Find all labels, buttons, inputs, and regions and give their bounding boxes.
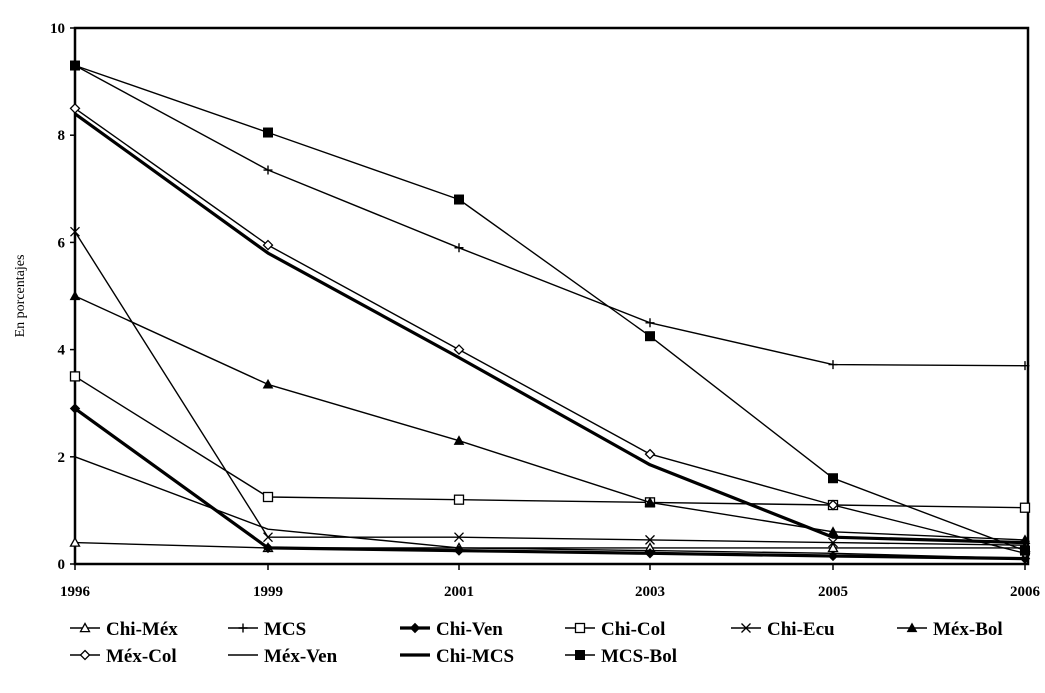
x-tick-label: 2001 (444, 584, 474, 600)
y-tick-label: 6 (58, 235, 66, 251)
data-point-m-x-col (453, 344, 465, 356)
series-line-chi-m-x (74, 541, 1025, 549)
legend-marker (79, 622, 91, 633)
series-m-x-col (69, 102, 1031, 559)
data-point-chi-ecu (828, 537, 838, 548)
data-point-m-x-col (262, 239, 274, 251)
legend-item-mcs: MCS (228, 619, 306, 640)
legend-label: Chi-Ven (436, 619, 503, 640)
legend-marker (409, 622, 421, 634)
data-point-chi-ecu (454, 532, 464, 543)
plot-border (73, 26, 1030, 566)
legend-item-m-x-bol: Méx-Bol (897, 619, 1003, 640)
x-axis: 1996 1999 2001 2003 2005 2006 (60, 564, 1041, 600)
data-point-chi-ecu (263, 532, 273, 543)
x-tick-label: 2005 (818, 584, 848, 600)
y-tick-label: 2 (58, 450, 66, 466)
legend-marker (79, 649, 91, 661)
data-point-m-x-bol (69, 290, 81, 301)
data-point-m-x-bol (644, 496, 656, 507)
data-point-mcs-bol (1020, 545, 1030, 556)
legend-label: Méx-Bol (933, 619, 1003, 640)
legend-label: MCS-Bol (601, 646, 677, 667)
series-line-m-x-col (74, 107, 1026, 554)
y-axis: 0 2 4 6 8 10 En porcentajes (13, 21, 75, 573)
y-tick-label: 0 (58, 557, 66, 573)
series-line-chi-col (74, 375, 1026, 509)
series-mcs-bol (70, 60, 1030, 556)
legend-item-chi-mcs: Chi-MCS (400, 646, 514, 667)
data-point-m-x-bol (453, 435, 465, 445)
data-point-m-x-col (644, 448, 656, 460)
x-tick-label: 2003 (635, 584, 665, 600)
legend-item-chi-ecu: Chi-Ecu (731, 619, 835, 640)
series-line-chi-mcs (74, 112, 1026, 545)
x-tick-label: 1999 (253, 584, 283, 600)
data-point-mcs (1020, 361, 1030, 371)
plot-area (73, 26, 1030, 566)
data-point-mcs-bol (828, 473, 838, 484)
legend-item-chi-ven: Chi-Ven (400, 619, 503, 640)
data-point-m-x-col (827, 499, 839, 511)
legend: Chi-Méx MCS Chi-Ven Chi-Col Chi-Ecu Méx-Bol Mé… (70, 619, 1003, 667)
data-point-chi-ven (69, 403, 81, 414)
y-axis-title: En porcentajes (13, 255, 28, 338)
data-point-chi-col (69, 371, 81, 382)
data-point-chi-col (262, 491, 274, 503)
series-line-mcs-bol (74, 64, 1026, 552)
series-m-x-bol (69, 290, 1031, 544)
data-point-chi-col (453, 494, 465, 505)
legend-label: Chi-MCS (436, 646, 514, 667)
series-line-chi-ecu (74, 231, 1026, 546)
legend-label: Chi-Ecu (767, 619, 835, 640)
x-tick-label: 2006 (1010, 584, 1041, 600)
legend-item-chi-col: Chi-Col (565, 619, 665, 640)
series-line-mcs (74, 64, 1026, 367)
legend-label: Méx-Col (106, 646, 177, 667)
data-point-m-x-bol (262, 378, 274, 389)
data-point-mcs (263, 165, 273, 175)
y-tick-label: 4 (58, 343, 66, 359)
legend-item-chi-m-x: Chi-Méx (70, 619, 178, 640)
legend-item-m-x-col: Méx-Col (70, 646, 177, 667)
legend-label: Chi-Méx (106, 619, 178, 640)
series-line-m-x-ven (74, 456, 1026, 560)
y-tick-label: 8 (58, 128, 66, 144)
legend-label: MCS (264, 619, 306, 640)
data-point-mcs-bol (70, 60, 80, 71)
legend-marker (575, 650, 585, 660)
data-point-chi-ven (262, 542, 274, 554)
data-point-m-x-bol (827, 526, 839, 536)
legend-marker (238, 623, 248, 633)
series-line-chi-ven (74, 407, 1026, 561)
legend-marker (906, 622, 918, 633)
data-point-mcs-bol (454, 194, 464, 205)
legend-item-m-x-ven: Méx-Ven (228, 646, 338, 667)
data-point-chi-col (1019, 502, 1031, 513)
data-point-mcs-bol (263, 127, 273, 138)
data-point-m-x-col (69, 102, 81, 114)
data-point-mcs (454, 243, 464, 253)
series-m-x-ven (74, 456, 1026, 560)
data-point-chi-ecu (645, 534, 655, 545)
legend-label: Méx-Ven (264, 646, 338, 667)
data-point-chi-ecu (70, 226, 80, 237)
data-point-chi-m-x (69, 536, 81, 547)
series-chi-col (69, 371, 1031, 513)
series-line-m-x-bol (74, 295, 1026, 541)
y-tick-label: 10 (50, 21, 65, 37)
legend-item-mcs-bol: MCS-Bol (565, 646, 677, 667)
data-point-mcs-bol (645, 331, 655, 342)
legend-label: Chi-Col (601, 619, 665, 640)
data-point-mcs (645, 318, 655, 328)
x-tick-label: 1996 (60, 584, 91, 600)
series-layer (69, 60, 1031, 564)
series-chi-mcs (74, 112, 1026, 545)
legend-marker (741, 623, 751, 633)
data-point-mcs (828, 360, 838, 370)
legend-marker (574, 622, 586, 634)
